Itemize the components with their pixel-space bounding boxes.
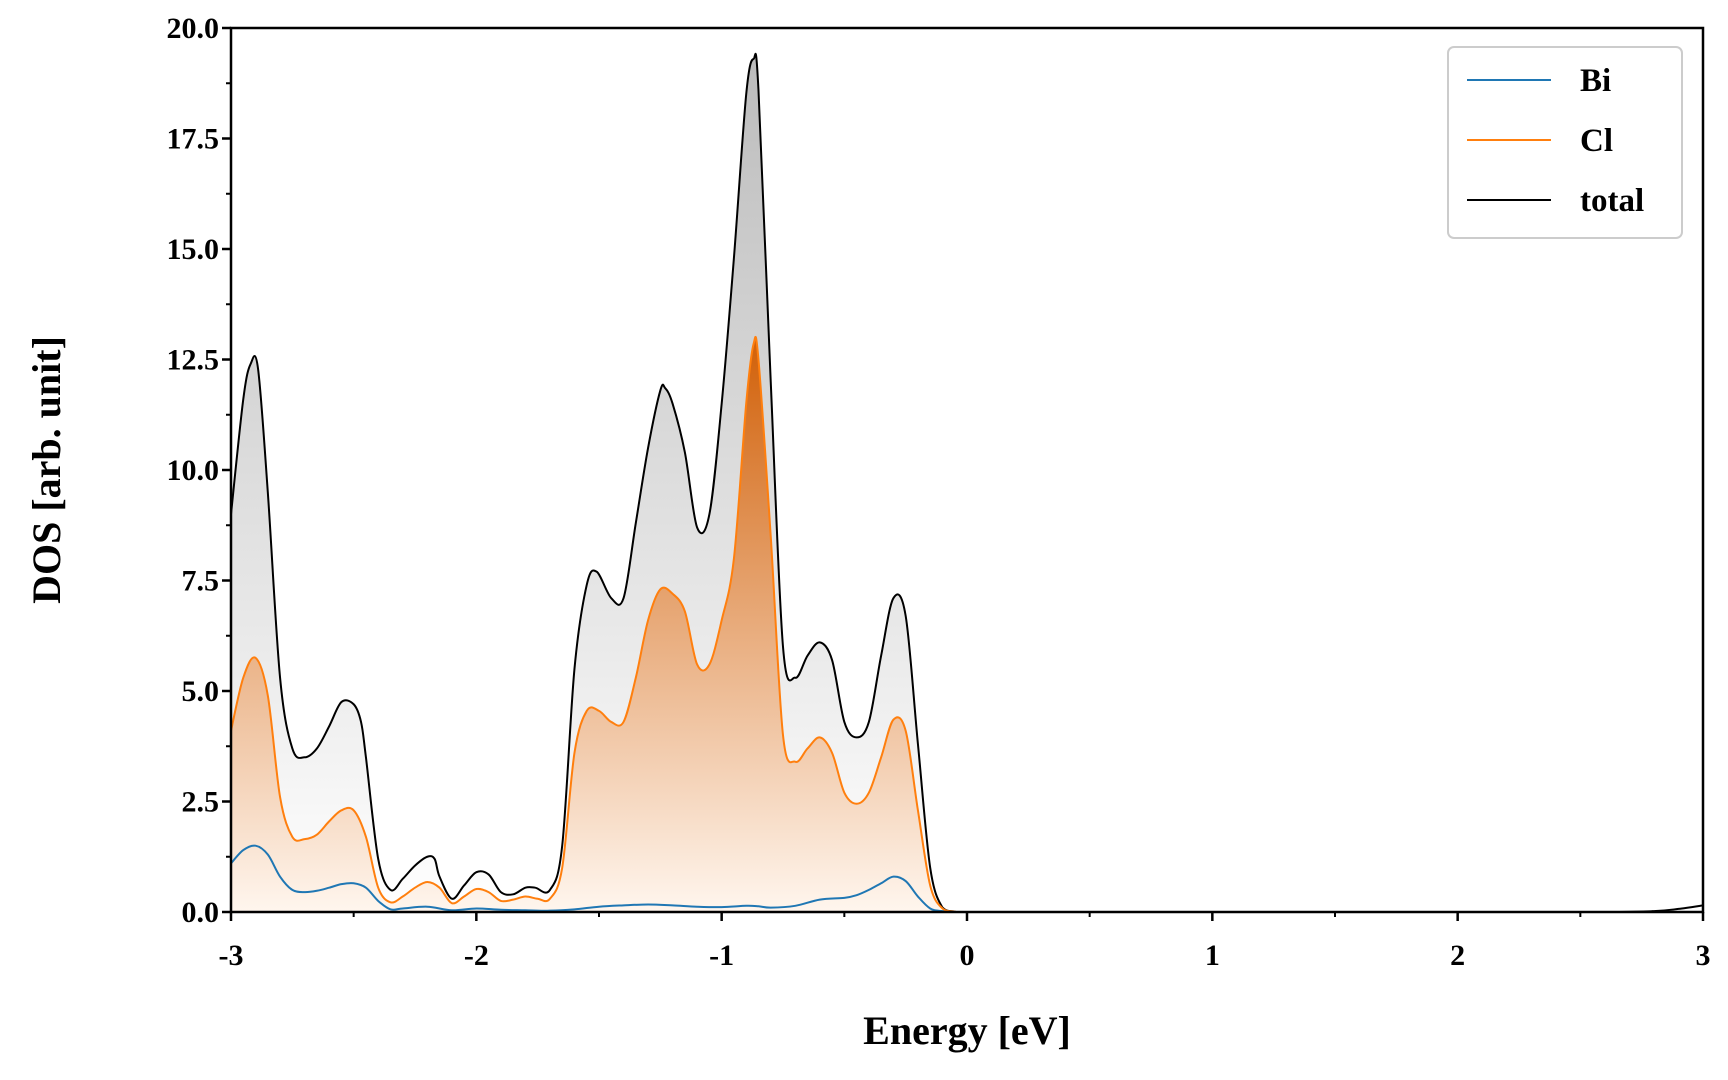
- legend-box: [1447, 46, 1683, 239]
- y-tick-label: 0.0: [182, 896, 220, 929]
- legend-label-bi: Bi: [1580, 63, 1611, 99]
- legend-items: Bi Cl total: [1467, 63, 1644, 219]
- legend: Bi Cl total: [1447, 46, 1683, 239]
- y-tick-label: 7.5: [182, 565, 220, 598]
- y-tick-label: 5.0: [182, 675, 220, 708]
- series-area-total: [231, 53, 1703, 912]
- y-tick-label: 10.0: [167, 454, 220, 487]
- ticks-group: -3 -2 -1 0 1 2 3 0.0 2.5 5.0 7.5 10.0 12.5 15.0 17.5 20…: [167, 12, 1711, 972]
- y-tick-label: 17.5: [167, 123, 220, 156]
- x-tick-label: -3: [219, 939, 244, 972]
- y-tick-label: 12.5: [167, 344, 220, 377]
- series-area-cl: [231, 336, 1703, 912]
- y-axis-title: DOS [arb. unit]: [24, 336, 69, 604]
- legend-label-cl: Cl: [1580, 123, 1613, 159]
- x-axis-title: Energy [eV]: [863, 1008, 1071, 1053]
- x-tick-label: 0: [960, 939, 975, 972]
- series-group: [231, 52, 1703, 912]
- x-tick-label: 1: [1205, 939, 1220, 972]
- series-line-bi: [231, 844, 1703, 912]
- series-line-cl: [231, 335, 1703, 912]
- x-tick-label: 2: [1450, 939, 1465, 972]
- y-tick-label: 20.0: [167, 12, 220, 45]
- series-line-total: [231, 52, 1703, 912]
- x-tick-label: -1: [709, 939, 734, 972]
- y-tick-label: 15.0: [167, 233, 220, 266]
- x-tick-label: 3: [1696, 939, 1711, 972]
- y-tick-label: 2.5: [182, 786, 220, 819]
- x-tick-label: -2: [464, 939, 489, 972]
- legend-label-total: total: [1580, 183, 1644, 219]
